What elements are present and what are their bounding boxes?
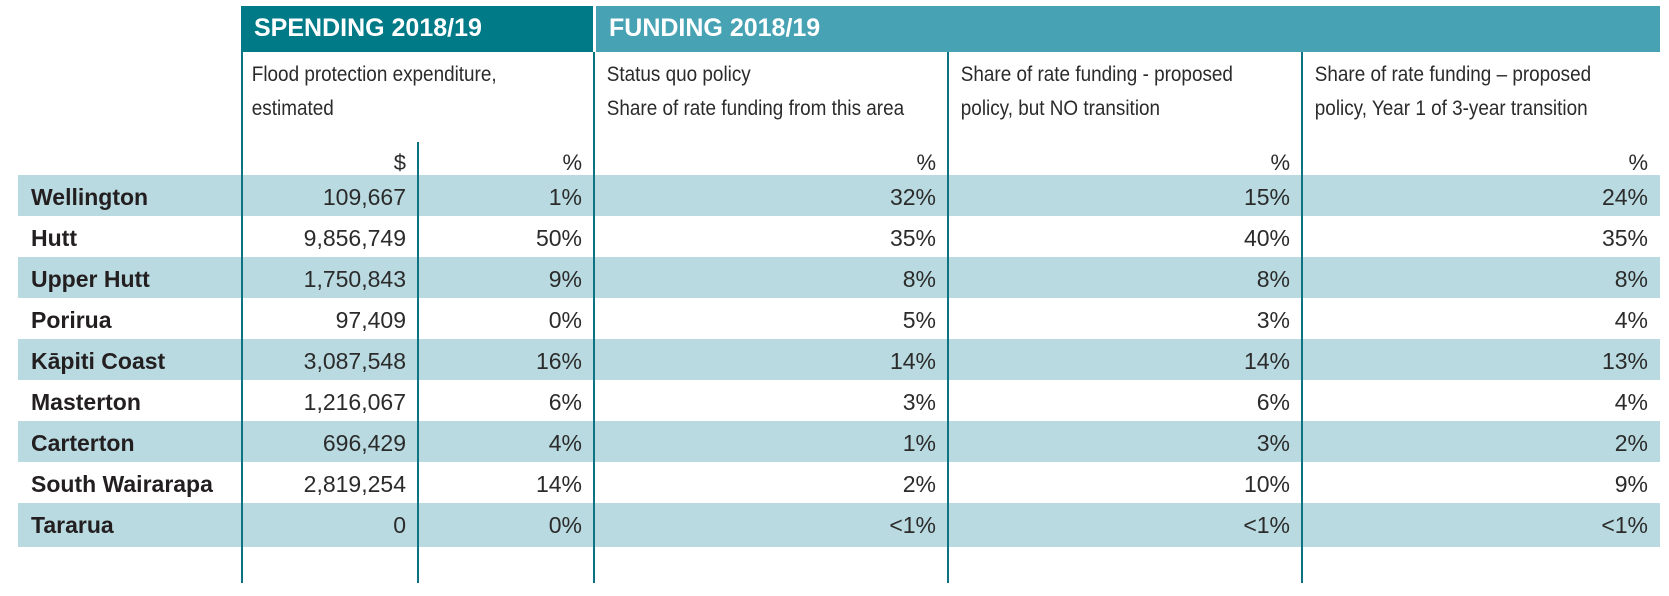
no-transition-cell: 10% (1243, 471, 1290, 497)
no-transition-cell: 8% (1256, 266, 1290, 292)
year1-cell: <1% (1601, 512, 1648, 538)
year1-cell: 4% (1614, 307, 1648, 333)
table-row: Upper Hutt 1,750,843 9% 8% 8% 8% (18, 257, 1660, 301)
status-quo-cell: 3% (902, 389, 936, 415)
unit-dollar: $ (393, 150, 406, 175)
year1-column-header: Share of rate funding – proposed policy,… (1304, 58, 1591, 126)
no-transition-header-line1: Share of rate funding - proposed (960, 63, 1233, 86)
spending-column-header: Flood protection expenditure, estimated (241, 58, 497, 126)
area-name: Tararua (31, 512, 114, 538)
unit-year1-percent: % (1628, 150, 1648, 175)
spend-dollars-cell: 696,429 (322, 430, 406, 456)
spend-dollars-cell: 1,750,843 (303, 266, 406, 292)
table-row: Hutt 9,856,749 50% 35% 40% 35% (18, 216, 1660, 260)
unit-spend-percent: % (562, 150, 582, 175)
unit-no-transition-percent: % (1270, 150, 1290, 175)
table-row: South Wairarapa 2,819,254 14% 2% 10% 9% (18, 462, 1660, 506)
status-quo-cell: 8% (902, 266, 936, 292)
area-name: Hutt (31, 225, 77, 251)
status-quo-cell: 5% (902, 307, 936, 333)
table-row: Masterton 1,216,067 6% 3% 6% 4% (18, 380, 1660, 424)
area-name: Upper Hutt (31, 266, 150, 292)
unit-status-quo-percent: % (916, 150, 936, 175)
status-quo-column-header: Status quo policy Share of rate funding … (596, 58, 904, 126)
divider-funding-1 (947, 52, 949, 583)
funding-banner: FUNDING 2018/19 (596, 6, 1660, 52)
no-transition-column-header: Share of rate funding - proposed policy,… (950, 58, 1233, 126)
status-quo-header-line1: Status quo policy (606, 63, 751, 86)
status-quo-header-line2: Share of rate funding from this area (606, 97, 905, 120)
year1-cell: 13% (1601, 348, 1648, 374)
spend-percent-cell: 4% (548, 430, 582, 456)
spending-header-line2: estimated (251, 97, 334, 120)
no-transition-cell: <1% (1243, 512, 1290, 538)
area-name: Masterton (31, 389, 141, 415)
year1-cell: 2% (1614, 430, 1648, 456)
spend-dollars-cell: 97,409 (335, 307, 406, 333)
spending-header-line1: Flood protection expenditure, (251, 63, 497, 86)
divider-funding-left (593, 52, 595, 583)
spend-percent-cell: 9% (548, 266, 582, 292)
status-quo-cell: <1% (889, 512, 936, 538)
year1-header-line2: policy, Year 1 of 3-year transition (1314, 97, 1588, 120)
no-transition-cell: 3% (1256, 430, 1290, 456)
year1-cell: 4% (1614, 389, 1648, 415)
status-quo-cell: 2% (902, 471, 936, 497)
no-transition-cell: 40% (1243, 225, 1290, 251)
table-row: Carterton 696,429 4% 1% 3% 2% (18, 421, 1660, 465)
no-transition-cell: 14% (1243, 348, 1290, 374)
divider-funding-2 (1301, 52, 1303, 583)
table-row: Kāpiti Coast 3,087,548 16% 14% 14% 13% (18, 339, 1660, 383)
spend-percent-cell: 14% (535, 471, 582, 497)
spend-dollars-cell: 0 (393, 512, 406, 538)
area-name: Porirua (31, 307, 112, 333)
no-transition-cell: 6% (1256, 389, 1290, 415)
spend-percent-cell: 0% (548, 307, 582, 333)
area-name: Wellington (31, 184, 149, 210)
table-row: Porirua 97,409 0% 5% 3% 4% (18, 298, 1660, 342)
spend-dollars-cell: 2,819,254 (303, 471, 406, 497)
area-name: Kāpiti Coast (31, 348, 166, 374)
spend-percent-cell: 50% (535, 225, 582, 251)
spending-banner: SPENDING 2018/19 (241, 6, 593, 52)
table-row: Tararua 0 0% <1% <1% <1% (18, 503, 1660, 547)
status-quo-cell: 35% (889, 225, 936, 251)
no-transition-header-line2: policy, but NO transition (960, 97, 1161, 120)
area-name: South Wairarapa (31, 471, 213, 497)
spend-percent-cell: 16% (535, 348, 582, 374)
year1-cell: 9% (1614, 471, 1648, 497)
spend-percent-cell: 6% (548, 389, 582, 415)
year1-header-line1: Share of rate funding – proposed (1314, 63, 1592, 86)
spend-dollars-cell: 109,667 (322, 184, 406, 210)
spend-dollars-cell: 3,087,548 (303, 348, 406, 374)
table-row: Wellington 109,667 1% 32% 15% 24% (18, 175, 1660, 219)
status-quo-cell: 32% (889, 184, 936, 210)
divider-spending-mid (417, 142, 419, 583)
funding-title: FUNDING 2018/19 (609, 14, 821, 42)
status-quo-cell: 14% (889, 348, 936, 374)
spend-percent-cell: 0% (548, 512, 582, 538)
no-transition-cell: 15% (1243, 184, 1290, 210)
divider-spending-left (241, 52, 243, 583)
no-transition-cell: 3% (1256, 307, 1290, 333)
spend-percent-cell: 1% (548, 184, 582, 210)
year1-cell: 35% (1601, 225, 1648, 251)
year1-cell: 8% (1614, 266, 1648, 292)
status-quo-cell: 1% (902, 430, 936, 456)
spending-title: SPENDING 2018/19 (254, 14, 482, 42)
year1-cell: 24% (1601, 184, 1648, 210)
area-name: Carterton (31, 430, 135, 456)
spend-dollars-cell: 9,856,749 (303, 225, 406, 251)
spend-dollars-cell: 1,216,067 (303, 389, 406, 415)
